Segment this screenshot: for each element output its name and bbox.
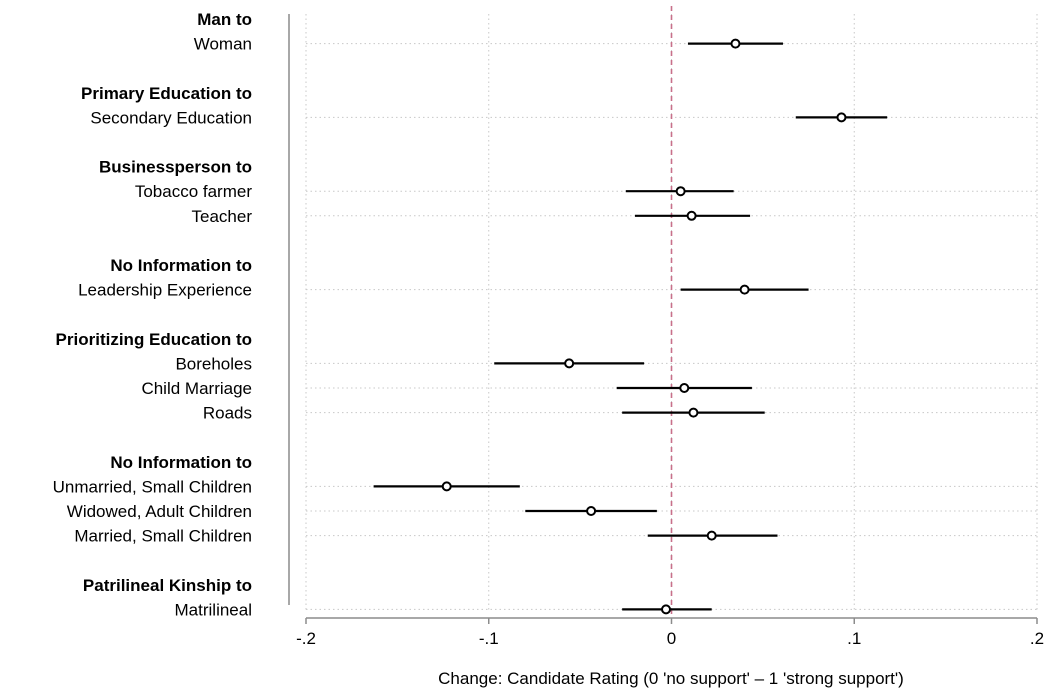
group-header-label-1: Primary Education to — [81, 84, 252, 103]
group-header-label-4: Prioritizing Education to — [56, 330, 252, 349]
row-label-5-2: Married, Small Children — [74, 527, 252, 546]
marks-layer — [373, 38, 888, 615]
x-tick-label-3: .1 — [847, 629, 861, 648]
row-label-layer: Man to Primary Education to Businessperson… — [53, 10, 253, 619]
x-axis-title: Change: Candidate Rating (0 'no support'… — [438, 669, 904, 688]
row-label-5-1: Widowed, Adult Children — [67, 502, 252, 521]
x-tick-label-1: -.1 — [479, 629, 499, 648]
group-header-label-6: Patrilineal Kinship to — [83, 576, 252, 595]
x-tick-label-0: -.2 — [296, 629, 316, 648]
point-estimate-1-0 — [836, 112, 847, 123]
point-estimate-2-1 — [686, 210, 697, 221]
group-header-label-0: Man to — [197, 10, 252, 29]
row-label-5-0: Unmarried, Small Children — [53, 477, 252, 496]
point-estimate-6-0 — [661, 604, 672, 615]
axis-layer: -.2 -.1 0 .1 .2 — [288, 14, 1044, 648]
point-estimate-4-2 — [688, 407, 699, 418]
point-estimate-3-0 — [739, 284, 750, 295]
group-header-label-3: No Information to — [110, 256, 252, 275]
row-label-3-0: Leadership Experience — [78, 281, 252, 300]
row-label-0-0: Woman — [194, 35, 252, 54]
point-estimate-5-0 — [441, 481, 452, 492]
point-estimate-5-1 — [586, 506, 597, 516]
row-label-4-1: Child Marriage — [141, 379, 252, 398]
row-label-6-0: Matrilineal — [175, 600, 252, 619]
group-header-label-2: Businessperson to — [99, 158, 252, 177]
point-estimate-4-0 — [564, 358, 575, 369]
point-estimate-0-0 — [730, 38, 741, 49]
row-label-4-2: Roads — [203, 404, 252, 423]
x-tick-label-4: .2 — [1030, 629, 1044, 648]
x-tick-label-2: 0 — [667, 629, 676, 648]
point-estimate-2-0 — [675, 186, 686, 197]
row-label-1-0: Secondary Education — [90, 108, 252, 127]
point-estimate-5-2 — [706, 530, 717, 541]
row-label-2-1: Teacher — [192, 207, 253, 226]
row-label-2-0: Tobacco farmer — [135, 182, 252, 201]
row-label-4-0: Boreholes — [175, 354, 252, 373]
point-estimate-4-1 — [679, 383, 690, 393]
group-header-label-5: No Information to — [110, 453, 252, 472]
